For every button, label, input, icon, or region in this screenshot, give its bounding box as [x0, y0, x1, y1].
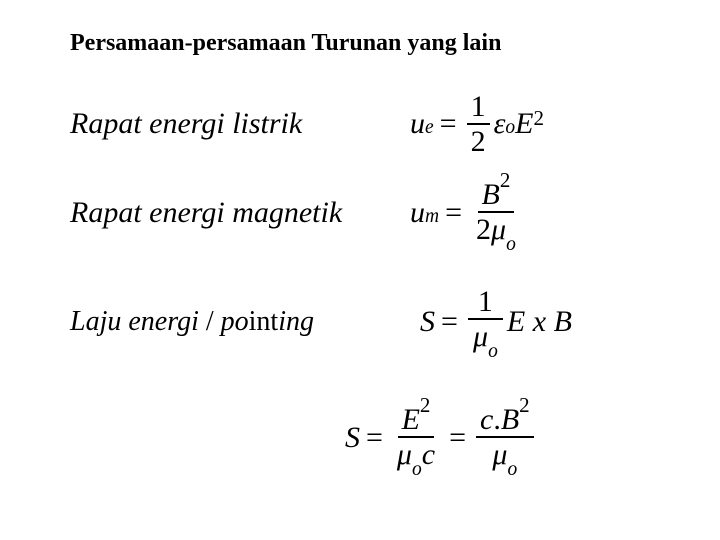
var-u: u: [410, 107, 425, 141]
page-title: Persamaan-persamaan Turunan yang lain: [70, 30, 501, 57]
equals-sign: =: [445, 196, 462, 230]
label-magnetic-energy-density: Rapat energi magnetik: [70, 196, 410, 230]
equation-row-poynting-alt: S = E2 μoc = c.B2 μo: [345, 400, 538, 476]
const-2: 2: [476, 213, 491, 246]
sup-2: 2: [519, 393, 530, 417]
label-electric-energy-density: Rapat energi listrik: [70, 107, 410, 141]
var-c: c: [480, 403, 493, 436]
mu: μ: [492, 438, 507, 471]
sub-o: o: [505, 117, 515, 139]
frac-num: B2: [478, 175, 515, 213]
equals-sign: =: [366, 421, 383, 455]
sub-o: o: [506, 234, 516, 255]
equation-electric-energy-density: ue = 1 2 εo E2: [410, 90, 544, 158]
frac-half: 1 2: [467, 90, 490, 158]
equation-row-electric-energy-density: Rapat energi listrik ue = 1 2 εo E2: [70, 90, 544, 158]
mu: μ: [491, 213, 506, 246]
equation-poynting: S = 1 μo E x B: [420, 285, 572, 358]
var-S: S: [420, 305, 435, 339]
var-E: E: [515, 107, 533, 141]
sub-o: o: [488, 341, 498, 362]
equation-poynting-alt: S = E2 μoc = c.B2 μo: [345, 400, 538, 476]
equals-sign: =: [441, 305, 458, 339]
label-part-c: int: [249, 306, 279, 337]
frac-den: μoc: [393, 438, 439, 476]
equals-sign: =: [449, 421, 466, 455]
label-part-a: Laju energi: [70, 306, 199, 337]
frac-den: μo: [488, 438, 521, 476]
frac-e2-over-muoc: E2 μoc: [393, 400, 439, 476]
var-u: u: [410, 196, 425, 230]
frac-den: μo: [469, 320, 502, 358]
sub-m: m: [425, 206, 439, 228]
frac-num: 1: [467, 90, 490, 125]
sub-o: o: [412, 459, 422, 480]
mu: μ: [473, 320, 488, 353]
frac-b2-over-2mu: B2 2μo: [472, 175, 520, 251]
var-S: S: [345, 421, 360, 455]
sup-2: 2: [533, 106, 544, 131]
label-part-d: ing: [278, 306, 314, 337]
sub-e: e: [425, 117, 434, 139]
var-c: c: [422, 438, 435, 471]
frac-num: 1: [468, 285, 503, 320]
frac-1-over-mu: 1 μo: [468, 285, 503, 358]
equation-row-magnetic-energy-density: Rapat energi magnetik um = B2 2μo: [70, 175, 524, 251]
epsilon: ε: [494, 107, 506, 141]
label-poynting: Laju energi / pointing: [70, 306, 410, 338]
equation-magnetic-energy-density: um = B2 2μo: [410, 175, 524, 251]
label-part-b: po: [221, 306, 249, 337]
var-B: B: [501, 403, 519, 436]
slash: /: [199, 306, 221, 337]
equals-sign: =: [440, 107, 457, 141]
var-E: E: [402, 403, 420, 436]
sub-o: o: [507, 459, 517, 480]
mu: μ: [397, 438, 412, 471]
sup-2: 2: [420, 393, 431, 417]
frac-den: 2μo: [472, 213, 520, 251]
tail-ExB: E x B: [507, 305, 572, 339]
sup-2: 2: [500, 168, 511, 192]
dot: .: [493, 403, 501, 436]
frac-num: c.B2: [476, 400, 534, 438]
frac-cb2-over-muo: c.B2 μo: [476, 400, 534, 476]
frac-num: E2: [398, 400, 435, 438]
frac-den: 2: [467, 125, 490, 158]
equation-row-poynting: Laju energi / pointing S = 1 μo E x B: [70, 285, 572, 358]
var-B: B: [482, 178, 500, 211]
